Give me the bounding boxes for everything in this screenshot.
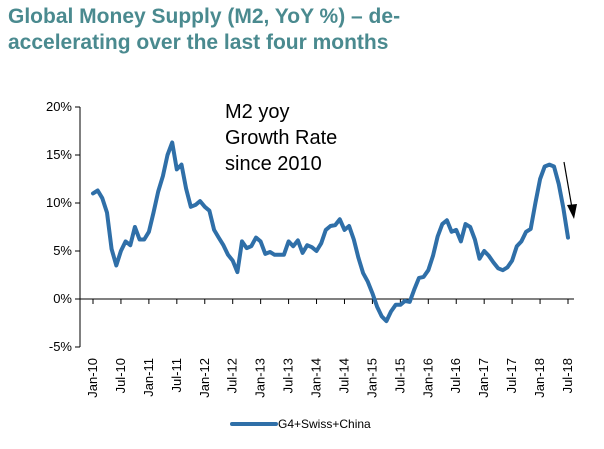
x-tick-label: Jan-14 — [309, 358, 324, 398]
trend-arrow — [563, 161, 577, 219]
x-tick-label: Jan-18 — [532, 358, 547, 398]
legend-label: G4+Swiss+China — [278, 417, 371, 431]
x-tick-label: Jul-16 — [448, 358, 463, 393]
x-tick-label: Jul-18 — [560, 358, 575, 393]
annotation-line: M2 yoy — [225, 101, 289, 123]
y-tick-label: 10% — [46, 195, 72, 210]
x-tick-label: Jan-16 — [420, 358, 435, 398]
x-tick-label: Jul-10 — [113, 358, 128, 393]
x-tick-label: Jul-15 — [392, 358, 407, 393]
chart-series — [91, 140, 570, 324]
x-tick-label: Jul-11 — [169, 358, 184, 392]
chart-title-line-1: Global Money Supply (M2, YoY %) – de- — [8, 5, 401, 28]
x-tick-label: Jul-12 — [225, 358, 240, 393]
x-tick-label: Jan-13 — [253, 358, 268, 398]
y-tick-label: 0% — [53, 291, 72, 306]
y-tick-label: 20% — [46, 99, 72, 114]
x-tick-label: Jan-10 — [85, 358, 100, 398]
chart-title: Global Money Supply (M2, YoY %) – de- ac… — [8, 4, 598, 56]
chart-legend: G4+Swiss+China — [230, 417, 371, 431]
arrow-head — [567, 204, 577, 219]
series-line-g4-swiss-china — [91, 140, 570, 324]
x-tick-label: Jul-17 — [504, 358, 519, 393]
x-tick-label: Jan-15 — [364, 358, 379, 398]
y-tick-label: -5% — [49, 339, 73, 354]
y-tick-label: 5% — [53, 243, 72, 258]
x-tick-label: Jul-13 — [281, 358, 296, 393]
chart-axes: 20% 15% 10% 5% 0% -5% Jan-10 Jul-10 Jan-11 Jul-11… — [46, 99, 575, 398]
annotation-line: Growth Rate — [225, 127, 337, 149]
chart-annotation: M2 yoy Growth Rate since 2010 — [225, 101, 337, 175]
arrow-shaft — [563, 161, 573, 209]
x-tick-label: Jan-12 — [197, 358, 212, 398]
x-tick-label: Jul-14 — [336, 358, 351, 393]
y-tick-label: 15% — [46, 147, 72, 162]
annotation-line: since 2010 — [225, 153, 322, 175]
chart-title-line-2: accelerating over the last four months — [8, 31, 389, 54]
x-tick-label: Jan-17 — [476, 358, 491, 398]
x-tick-label: Jan-11 — [141, 358, 156, 397]
